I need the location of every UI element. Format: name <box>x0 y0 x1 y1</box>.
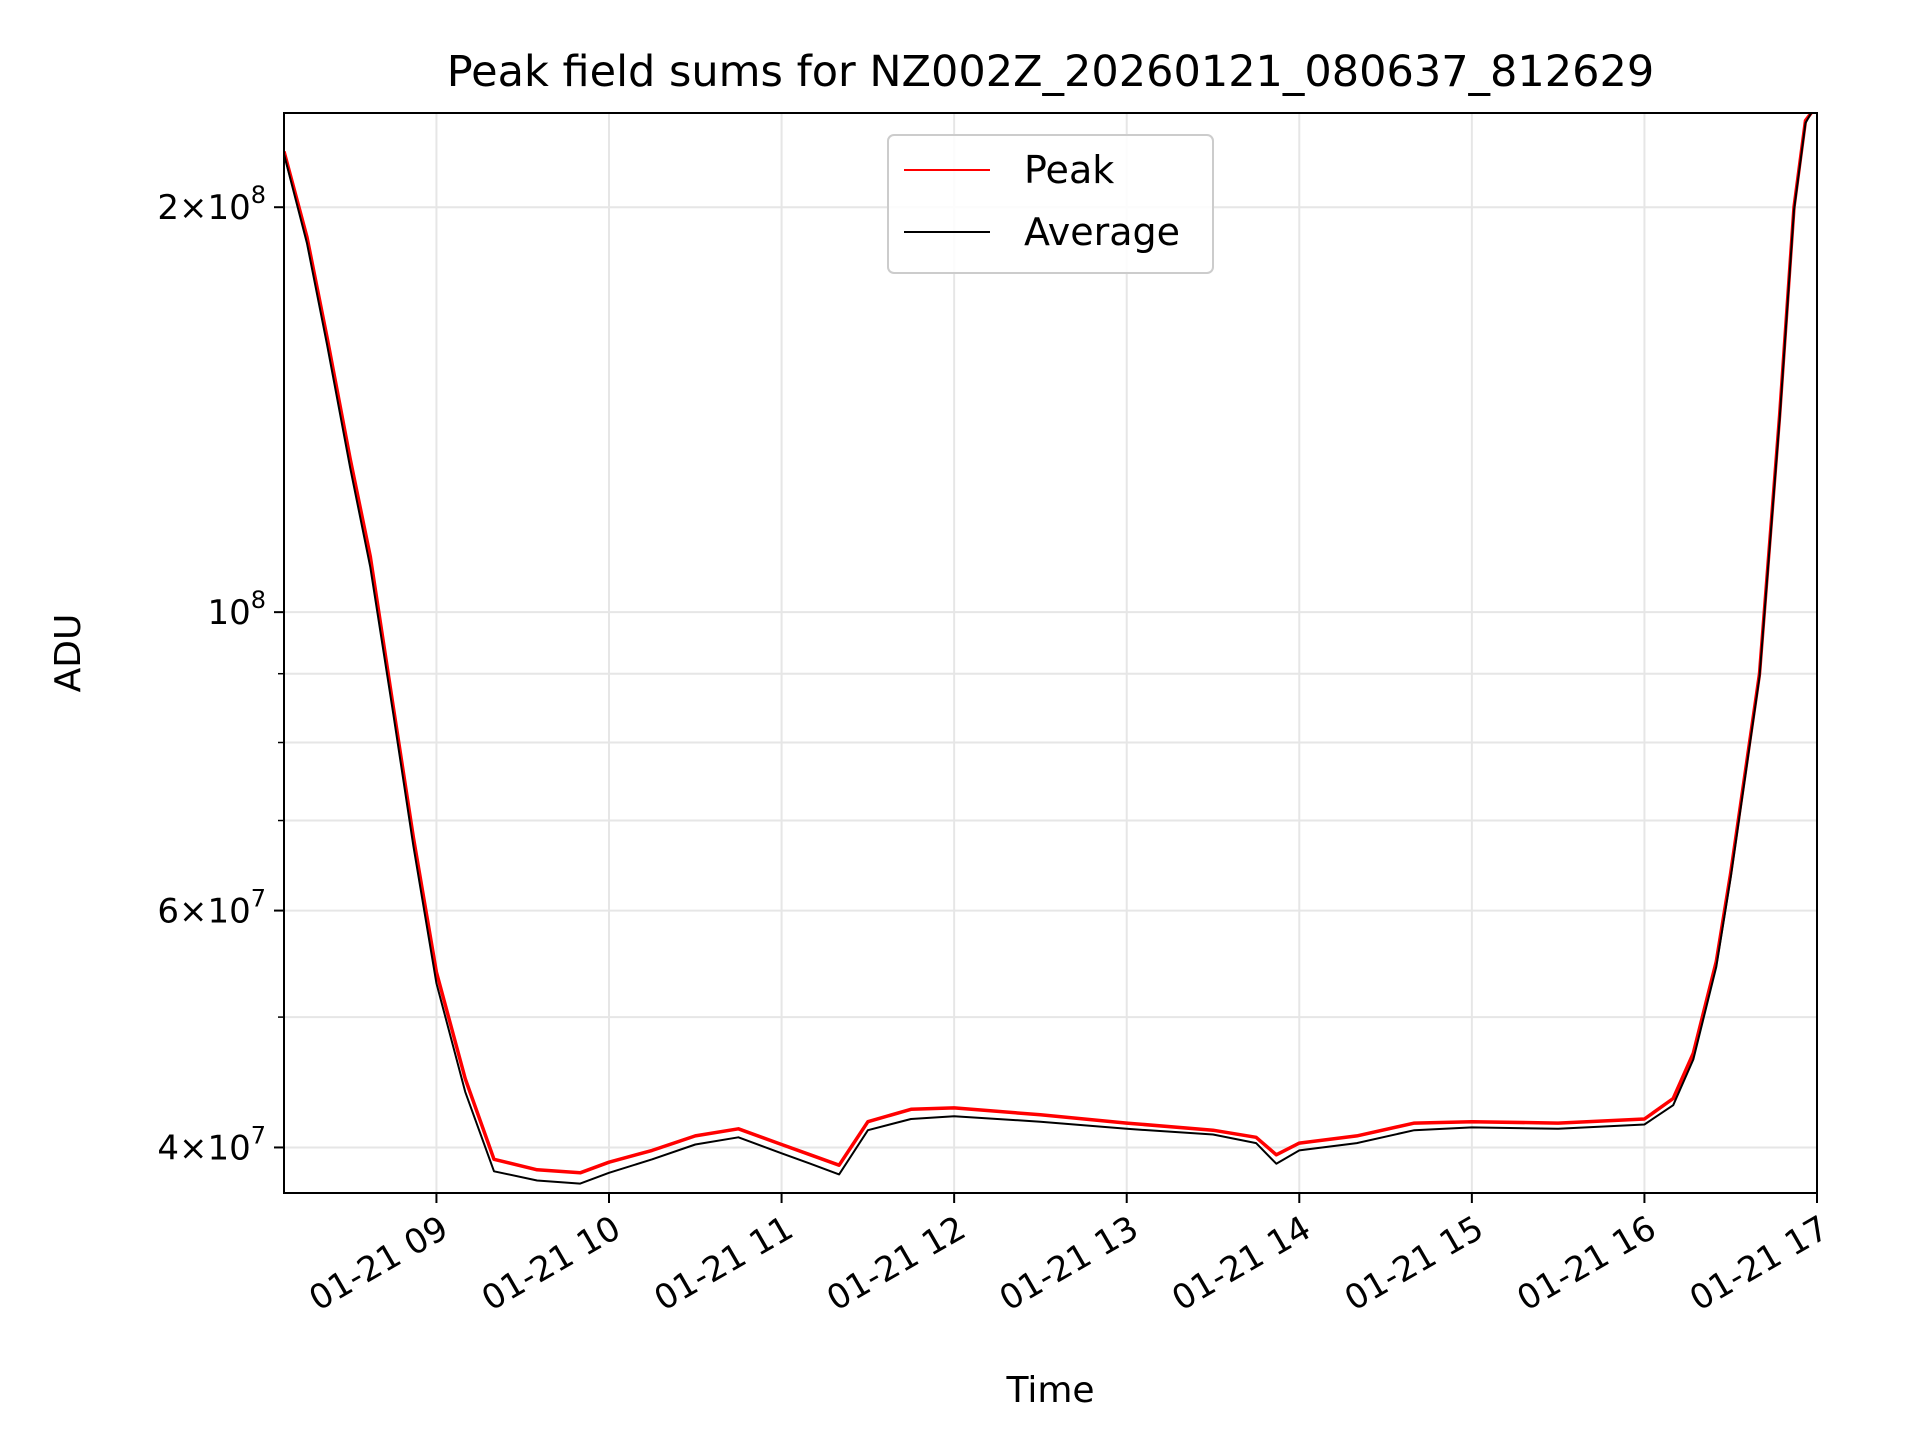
series-line-peak <box>284 113 1813 1175</box>
plot-frame <box>283 112 1818 1194</box>
plot-lines <box>284 113 1813 1185</box>
chart-title: Peak field sums for NZ002Z_20260121_0806… <box>447 47 1654 97</box>
y-tick-exponent: 8 <box>251 586 266 614</box>
y-tick-label: 2×108 <box>157 181 266 228</box>
y-tick-label: 108 <box>207 586 266 633</box>
y-tick-exponent: 8 <box>251 181 266 209</box>
y-tick-exponent: 7 <box>251 1121 266 1149</box>
x-axis-label: Time <box>1005 1370 1094 1411</box>
legend-label-average: Average <box>1024 210 1180 254</box>
y-tick-base: 6×10 <box>157 892 250 932</box>
y-tick-exponent: 7 <box>251 885 266 913</box>
legend: Peak Average <box>887 134 1214 274</box>
y-tick-base: 4×10 <box>157 1128 250 1168</box>
y-tick-label: 6×107 <box>157 885 266 932</box>
y-tick-base: 2×10 <box>157 188 250 228</box>
y-tick-label: 4×107 <box>157 1121 266 1168</box>
y-tick-base: 10 <box>207 593 250 633</box>
legend-label-peak: Peak <box>1024 148 1114 192</box>
series-line-average <box>284 113 1813 1185</box>
y-axis-label: ADU <box>48 614 89 693</box>
